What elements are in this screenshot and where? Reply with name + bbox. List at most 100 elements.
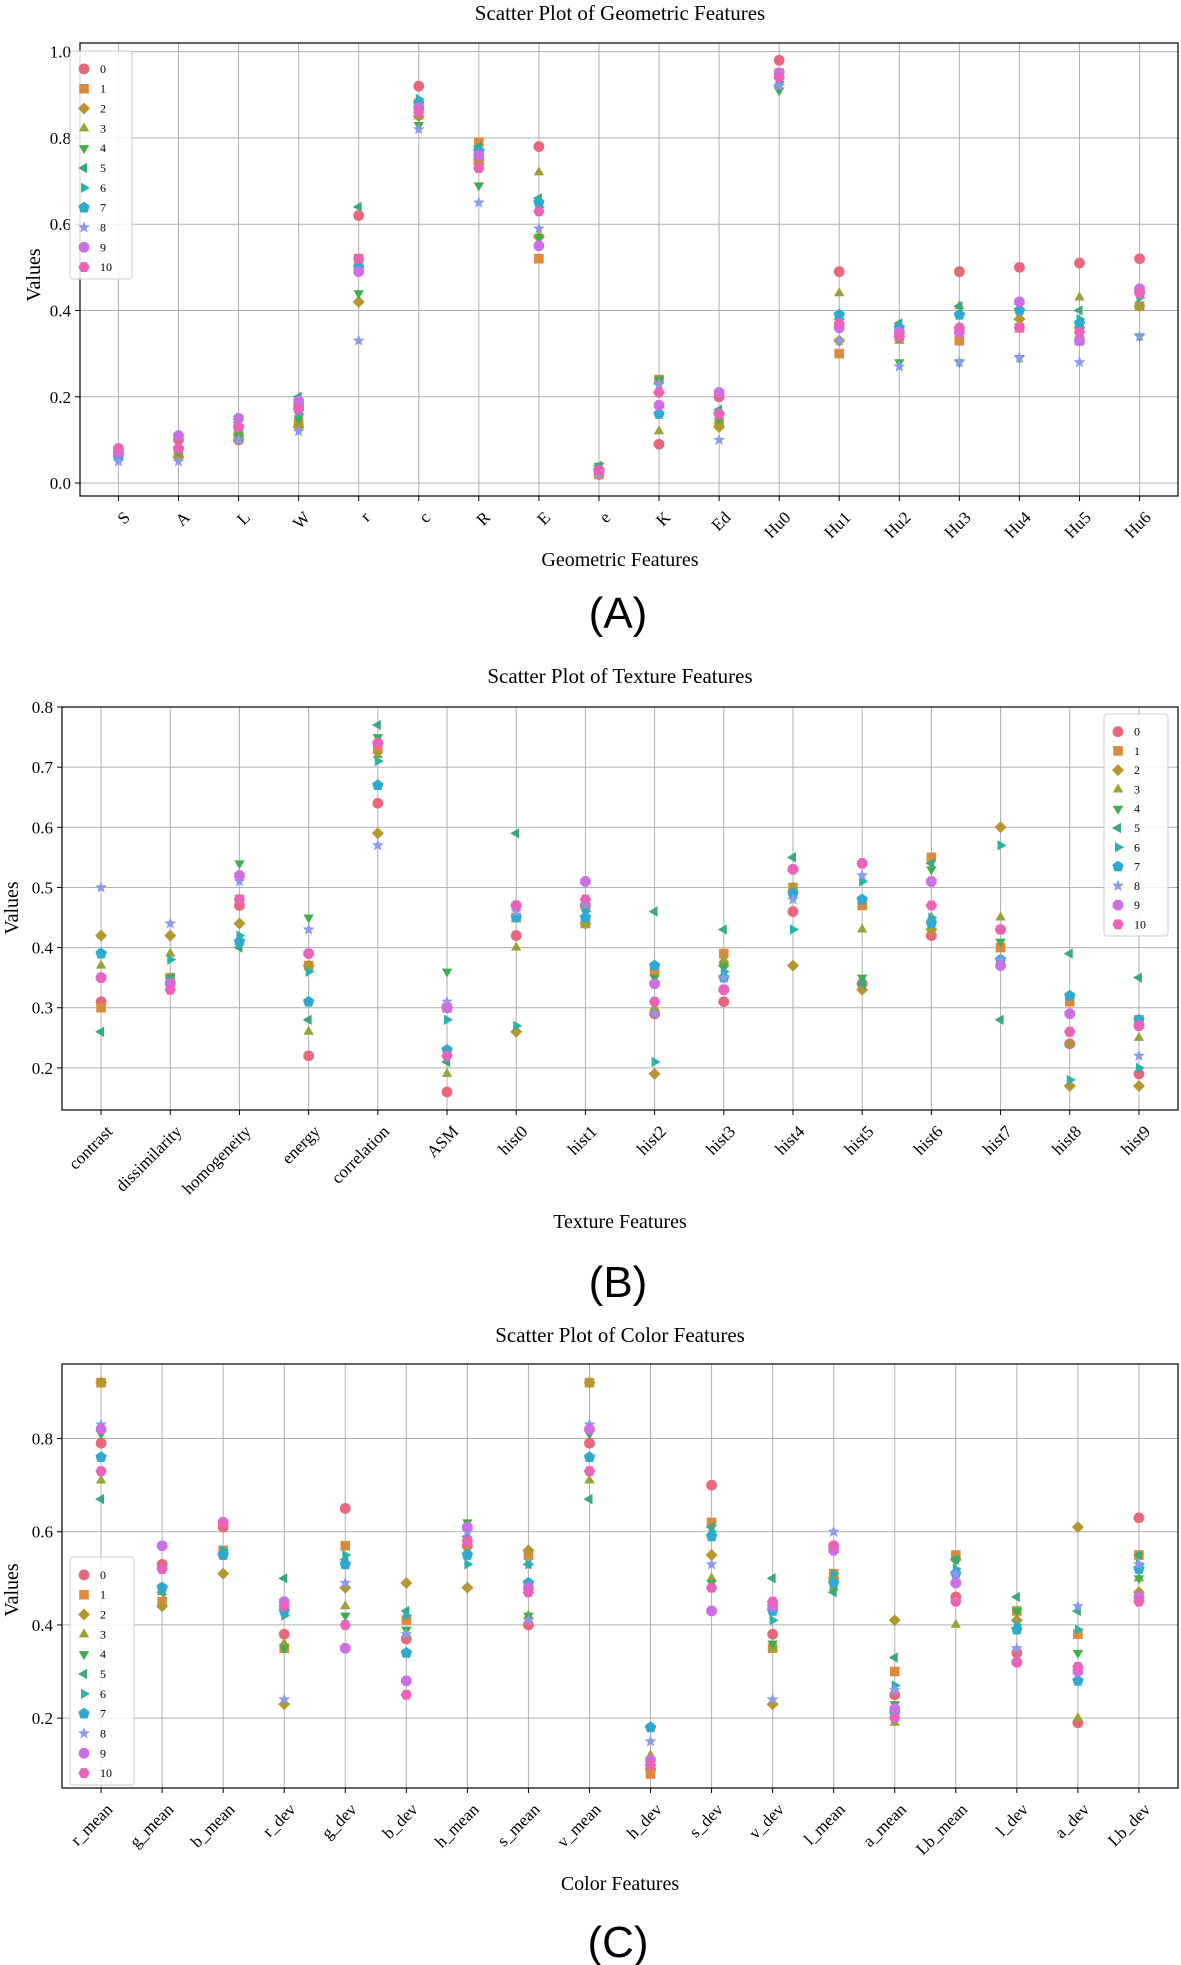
legend-label: 5 [100, 1667, 106, 1681]
data-point [292, 404, 305, 415]
data-point [950, 1618, 961, 1628]
data-point [352, 295, 365, 308]
data-point [583, 1376, 596, 1389]
x-tick-label: hist2 [633, 1122, 670, 1159]
data-point [705, 1582, 718, 1593]
data-point [95, 1493, 105, 1505]
x-tick-label: L [233, 508, 254, 529]
x-tick-label: r_dev [259, 1800, 300, 1841]
data-point [1132, 1079, 1145, 1092]
data-point [713, 387, 725, 398]
data-point [464, 1559, 474, 1570]
data-point [1072, 1712, 1084, 1722]
data-point [172, 443, 185, 454]
data-point [767, 1628, 779, 1640]
data-point [474, 137, 484, 148]
data-point [473, 182, 485, 192]
data-point [767, 1640, 778, 1650]
legend-marker [78, 1668, 87, 1680]
y-tick-label: 0.2 [32, 1709, 53, 1728]
data-point [653, 377, 666, 389]
data-point [340, 1642, 351, 1654]
data-point [95, 972, 107, 983]
data-point [233, 894, 246, 905]
legend-marker [78, 162, 87, 174]
data-point [1064, 996, 1075, 1007]
legend-marker [78, 102, 90, 115]
data-point [787, 881, 799, 891]
data-point [833, 318, 845, 329]
x-tick-label: Hu3 [941, 508, 975, 542]
data-point [994, 953, 1007, 965]
data-point [1063, 948, 1073, 959]
data-point [533, 206, 545, 217]
data-point [1064, 1008, 1076, 1020]
data-point [706, 1479, 717, 1491]
data-point [787, 906, 799, 917]
data-point [705, 1558, 718, 1570]
data-point [926, 876, 937, 887]
data-point [1134, 300, 1145, 310]
data-point [953, 355, 966, 368]
data-point [340, 1540, 351, 1551]
data-point [1133, 1596, 1145, 1607]
y-tick-label: 0.8 [50, 129, 71, 148]
data-point [95, 1466, 107, 1477]
data-point [96, 1002, 106, 1013]
data-point [400, 1576, 413, 1589]
data-point [926, 866, 937, 876]
legend-marker [78, 1748, 90, 1759]
data-point [278, 1573, 288, 1584]
y-tick-label: 0.3 [32, 999, 53, 1018]
data-point [893, 360, 906, 372]
data-point [472, 196, 485, 208]
data-point [279, 1637, 290, 1647]
data-point [352, 201, 362, 213]
data-point [1134, 253, 1145, 265]
y-tick-label: 0.8 [32, 1430, 53, 1449]
y-tick-label: 0.6 [32, 818, 53, 837]
plot-frame [61, 1363, 1179, 1789]
y-tick-label: 0.7 [32, 758, 54, 777]
legend-marker [1115, 842, 1124, 853]
data-point [510, 905, 523, 917]
data-point [827, 1587, 837, 1598]
data-point [1010, 1641, 1023, 1654]
data-point [279, 1645, 290, 1655]
legend-label: 8 [1134, 879, 1140, 893]
data-point [533, 240, 545, 252]
x-tick-label: hist6 [910, 1122, 947, 1159]
legend-label: 0 [1134, 725, 1140, 739]
legend-label: 0 [100, 1568, 106, 1582]
data-point [954, 335, 965, 346]
data-point [769, 1615, 779, 1626]
x-tick-label: S [114, 508, 134, 528]
data-point [713, 433, 726, 446]
x-tick-label: Hu6 [1121, 508, 1155, 542]
data-point [441, 1002, 453, 1014]
x-tick-label: hist4 [771, 1122, 808, 1159]
data-point [773, 79, 786, 92]
x-tick-label: Hu2 [880, 508, 914, 542]
data-point [1011, 1623, 1023, 1635]
legend-marker [78, 1651, 90, 1661]
x-tick-label: hist5 [841, 1122, 878, 1159]
data-point [522, 1587, 535, 1598]
panel-label: (C) [587, 1918, 648, 1965]
data-point [766, 1573, 776, 1584]
data-point [353, 290, 364, 300]
data-point [293, 395, 304, 407]
data-point [511, 941, 522, 951]
x-axis-label: Color Features [561, 1873, 680, 1895]
x-tick-label: l_mean [800, 1800, 849, 1849]
x-tick-label: l_dev [992, 1800, 1032, 1840]
x-tick-label: g_mean [126, 1800, 178, 1852]
data-point [583, 1466, 596, 1477]
data-point [713, 409, 725, 419]
x-tick-label: Hu5 [1061, 508, 1095, 542]
data-point [232, 422, 245, 432]
data-point [164, 984, 176, 995]
data-point [302, 948, 315, 959]
data-point [303, 914, 314, 924]
